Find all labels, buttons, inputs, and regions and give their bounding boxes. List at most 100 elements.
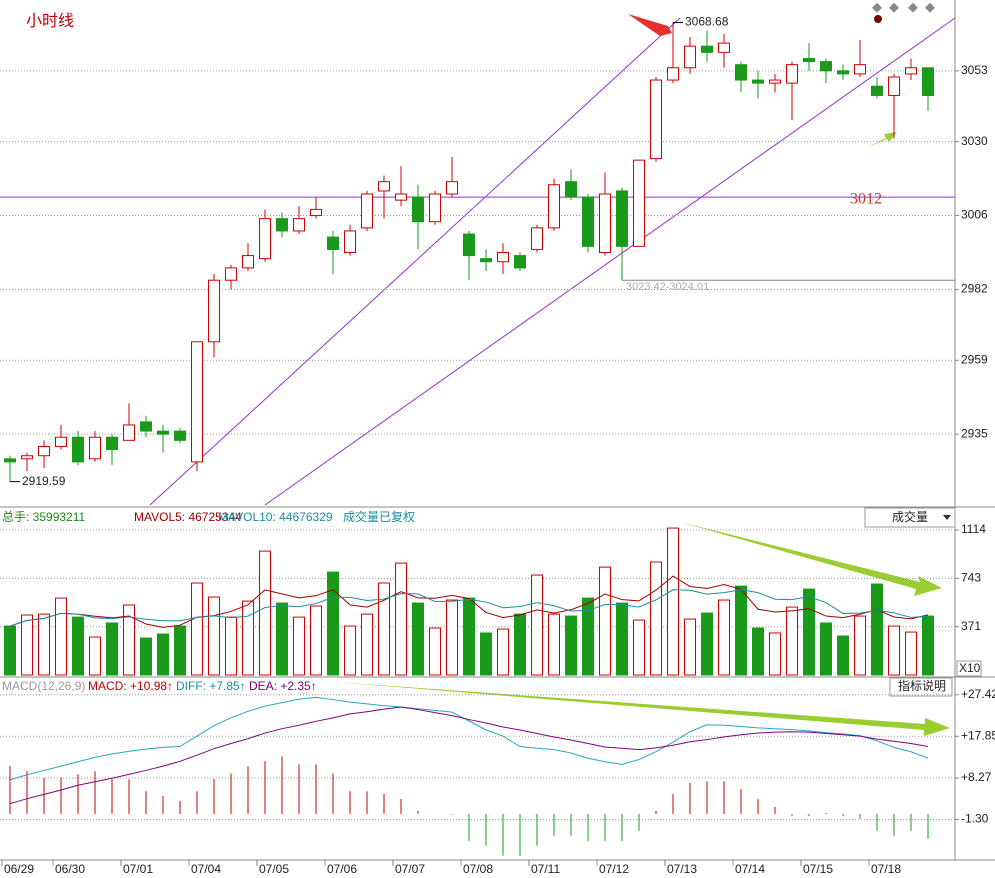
volume-bar: [854, 615, 866, 676]
candle-body: [905, 67, 917, 75]
candle-body: [72, 436, 84, 463]
legend-ma10: MAVOL10: 44676329: [218, 510, 333, 524]
x-tick-label: 07/04: [191, 862, 221, 876]
candle-body: [667, 67, 679, 81]
volume-bar: [225, 616, 237, 676]
unit-box: [956, 660, 982, 677]
y-tick-label: 1114: [961, 522, 986, 536]
volume-bar: [361, 613, 373, 676]
volume-bar: [531, 574, 543, 676]
volume-bar: [463, 597, 475, 676]
legend-macd: MACD: +10.98↑: [88, 679, 173, 693]
volume-bar: [446, 599, 458, 676]
candle-body: [4, 458, 16, 463]
volume-bar: [548, 613, 560, 676]
volume-bar: [803, 588, 815, 676]
dropdown-caret[interactable]: [943, 515, 951, 520]
green-arrow: [680, 522, 942, 596]
macd-name: MACD(12,26,9): [2, 679, 85, 693]
volume-bar: [412, 602, 424, 676]
help-button[interactable]: [889, 677, 953, 697]
candle-body: [633, 159, 645, 247]
volume-selector-label[interactable]: 成交量: [892, 509, 928, 524]
high-label: 3068.68: [685, 15, 729, 29]
candle-body: [531, 227, 543, 250]
candle-body: [650, 79, 662, 160]
volume-bar: [395, 562, 407, 676]
candle-body: [276, 218, 288, 232]
volume-bar: [701, 612, 713, 676]
candle-body: [616, 190, 628, 247]
volume-bar: [327, 571, 339, 676]
candle-body: [55, 436, 67, 447]
y-tick-label: 3006: [961, 208, 988, 222]
low-label: 2919.59: [22, 474, 66, 488]
volume-bar: [429, 627, 441, 676]
x-tick-label: 07/01: [123, 862, 153, 876]
candle-body: [701, 45, 713, 53]
volume-bar: [242, 600, 254, 676]
volume-selector[interactable]: [864, 507, 956, 528]
volume-bar: [21, 614, 33, 676]
help-button-label[interactable]: 指标说明: [898, 678, 946, 693]
candle-body: [140, 421, 152, 432]
volume-bar: [820, 622, 832, 676]
legend-note: 成交量已复权: [343, 509, 415, 524]
volume-unit: X10: [959, 661, 981, 675]
candle-body: [310, 208, 322, 217]
y-tick-label: 2935: [961, 426, 988, 440]
x-tick-label: 07/07: [395, 862, 425, 876]
y-tick-label: +27.42: [961, 687, 995, 701]
candle-body: [293, 218, 305, 232]
icon: [872, 2, 882, 13]
candle-body: [582, 196, 594, 247]
level-label: 3012: [850, 191, 882, 208]
x-tick-label: 07/18: [871, 862, 901, 876]
chart-title: 小时线: [26, 12, 74, 30]
candle-body: [752, 79, 764, 84]
icon: [874, 15, 882, 23]
candle-body: [395, 193, 407, 201]
volume-ma-line: [9, 575, 929, 628]
red-arrow: [628, 14, 672, 36]
volume-bar: [922, 615, 934, 676]
dea-line: [9, 706, 929, 805]
volume-bar: [191, 582, 203, 676]
candle-body: [157, 430, 169, 435]
volume-bar: [259, 550, 271, 676]
volume-bar: [514, 613, 526, 676]
volume-bar: [72, 616, 84, 676]
candle-body: [820, 61, 832, 72]
volume-bar: [735, 585, 747, 676]
y-tick-label: 3053: [961, 63, 988, 77]
volume-bar: [718, 599, 730, 676]
range-label: 3023.42-3024.01: [626, 281, 709, 293]
volume-bar: [378, 582, 390, 676]
icon: [925, 2, 935, 13]
volume-bar: [497, 628, 509, 676]
candle-body: [429, 193, 441, 223]
diff-line: [9, 696, 929, 781]
volume-bar: [89, 636, 101, 676]
volume-bar: [837, 635, 849, 676]
candle-body: [412, 196, 424, 223]
candle-body: [463, 233, 475, 257]
candle-body: [327, 236, 339, 250]
legend-diff: DIFF: +7.85↑: [176, 679, 246, 693]
volume-bar: [905, 631, 917, 676]
x-tick-label: 07/13: [667, 862, 697, 876]
volume-bar: [293, 616, 305, 676]
candle-body: [38, 445, 50, 457]
candle-body: [361, 193, 373, 229]
candle-body: [480, 258, 492, 263]
volume-bar: [106, 622, 118, 676]
candle-body: [191, 341, 203, 463]
volume-bar: [123, 604, 135, 676]
x-tick-label: 07/08: [463, 862, 493, 876]
x-tick-label: 07/05: [259, 862, 289, 876]
candle-body: [854, 64, 866, 75]
volume-bar: [633, 619, 645, 676]
volume-bar: [480, 632, 492, 676]
legend-dea: DEA: +2.35↑: [249, 679, 317, 693]
